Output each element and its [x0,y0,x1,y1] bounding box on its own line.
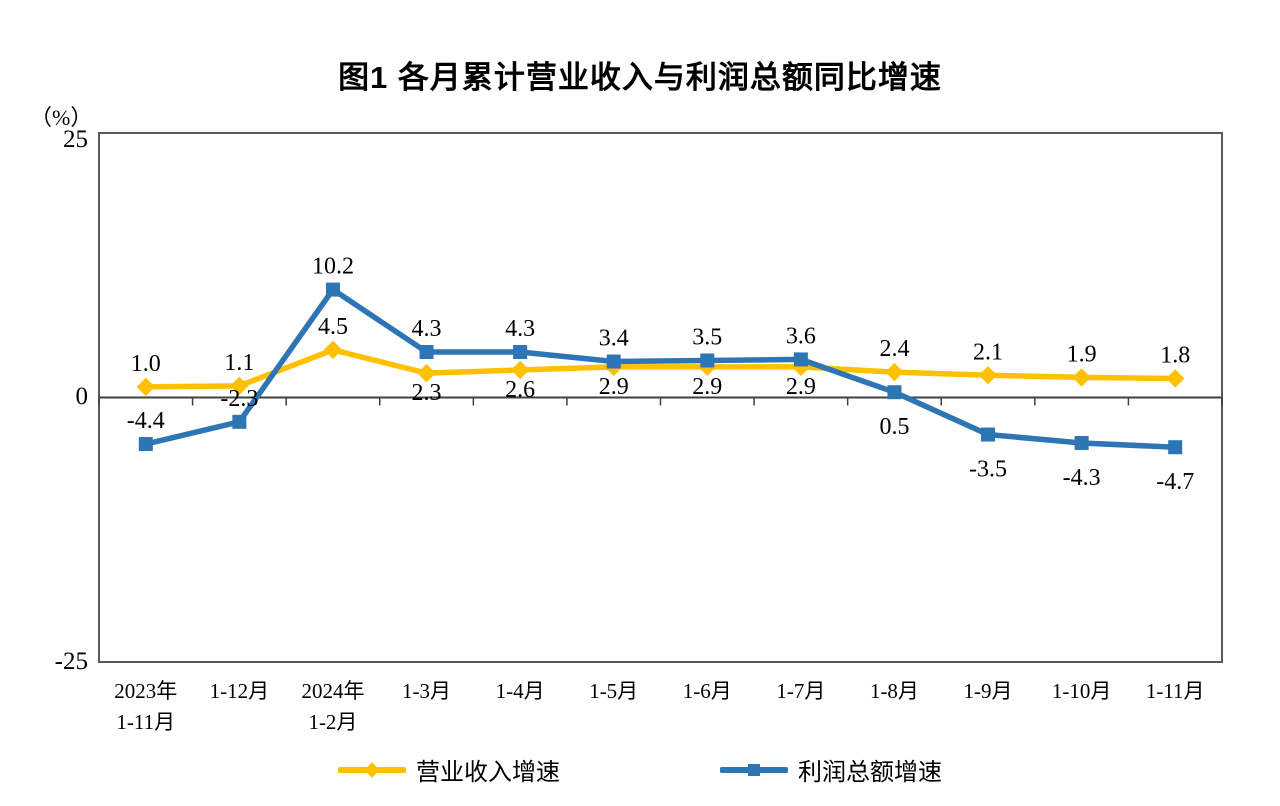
x-axis-label: 1-9月 [963,679,1013,703]
x-axis-label: 1-8月 [869,679,919,703]
data-label: 2.1 [973,339,1003,365]
data-label: 3.5 [692,324,722,350]
data-label: 2.6 [505,377,535,403]
data-label: -4.4 [127,408,165,434]
data-label: 3.6 [786,323,816,349]
x-axis-label: 1-10月 [1051,679,1112,703]
data-label: 0.5 [879,414,909,440]
profit-series-line-icon [720,763,788,776]
legend-item-profit: 利润总额增速 [720,752,942,787]
data-label: -3.5 [969,457,1007,483]
x-axis-label: 1-4月 [495,679,545,703]
data-label: 3.4 [599,326,629,352]
data-label: 4.3 [505,316,535,342]
x-axis-label: 2024年 1-2月 [301,679,365,734]
data-label: 2.9 [599,374,629,400]
data-label: 10.2 [312,254,354,280]
x-axis-label: 1-11月 [1145,679,1205,703]
x-axis-label: 2023年 1-11月 [114,679,178,734]
data-label: 4.5 [318,314,348,340]
data-label: -4.3 [1063,465,1101,491]
data-label: 1.8 [1160,342,1190,368]
chart-title: 图1 各月累计营业收入与利润总额同比增速 [338,60,942,95]
x-axis-labels: 2023年 1-11月 1-12月 2024年 1-2月 1-3月 1-4月 1-5月 1-… [99,676,1222,742]
x-axis-label: 1-5月 [589,679,639,703]
x-axis-label: 1-3月 [402,679,452,703]
data-label: 2.4 [879,336,909,362]
y-axis-unit-label: （%） [30,105,93,130]
legend-item-revenue: 营业收入增速 [338,752,560,787]
y-axis-tick-label-neg25: -25 [54,648,88,675]
data-label: -2.3 [220,386,258,412]
legend: 营业收入增速 利润总额增速 [0,752,1280,787]
legend-label-revenue: 营业收入增速 [416,760,560,786]
revenue-series-line-icon [338,761,406,778]
data-label: 1.1 [224,350,254,376]
legend-label-profit: 利润总额增速 [798,760,942,786]
y-axis-tick-label-0: 0 [75,383,89,410]
data-label: 2.9 [786,374,816,400]
data-label: 2.3 [412,380,442,406]
x-axis-label: 1-12月 [209,679,270,703]
data-label: 2.9 [692,374,722,400]
x-axis-label: 1-6月 [682,679,732,703]
data-label: -4.7 [1156,469,1194,495]
x-axis-label: 1-7月 [776,679,826,703]
data-label: 4.3 [412,316,442,342]
data-label: 1.0 [131,351,161,377]
y-axis-tick-label-25: 25 [63,126,88,153]
data-label: 1.9 [1067,341,1097,367]
